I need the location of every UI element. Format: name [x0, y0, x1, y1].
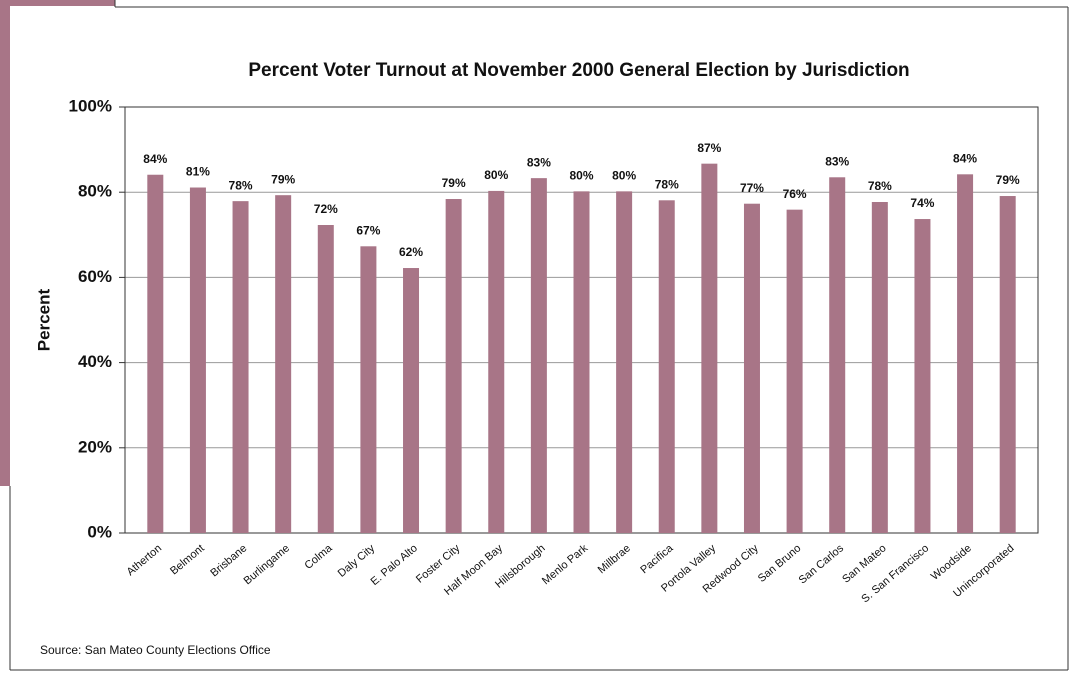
value-label: 87%: [697, 141, 721, 155]
x-tick-label: Colma: [303, 542, 336, 572]
bar: [488, 190, 505, 533]
side-band: [0, 0, 10, 486]
bar: [275, 195, 292, 533]
x-tick-label: Menlo Park: [540, 542, 591, 587]
value-label: 78%: [868, 179, 892, 193]
bar: [317, 225, 334, 533]
bar: [786, 209, 803, 533]
value-label: 83%: [527, 155, 551, 169]
value-label: 62%: [399, 245, 423, 259]
y-tick-label: 60%: [78, 267, 112, 286]
value-label: 79%: [996, 173, 1020, 187]
value-label: 78%: [655, 177, 679, 191]
y-tick-label: 0%: [87, 522, 112, 541]
chart-title: Percent Voter Turnout at November 2000 G…: [248, 60, 909, 81]
value-label: 79%: [442, 176, 466, 190]
y-tick-label: 20%: [78, 437, 112, 456]
x-tick-label: E. Palo Alto: [369, 542, 420, 588]
x-tick-label: San Carlos: [797, 542, 847, 586]
bar: [403, 268, 420, 533]
y-tick-label: 40%: [78, 352, 112, 371]
x-tick-label: Brisbane: [208, 542, 249, 579]
value-label: 83%: [825, 154, 849, 168]
value-label: 80%: [612, 169, 636, 183]
x-tick-label: Millbrae: [596, 542, 633, 576]
x-tick-label: Belmont: [168, 542, 207, 577]
source-note: Source: San Mateo County Elections Offic…: [40, 643, 271, 657]
value-label: 80%: [569, 169, 593, 183]
corner-band: [0, 0, 115, 6]
value-label: 80%: [484, 168, 508, 182]
bar: [743, 203, 760, 533]
value-label: 84%: [143, 152, 167, 166]
bar: [658, 200, 675, 533]
x-tick-label: Atherton: [125, 542, 165, 578]
bar: [957, 174, 974, 534]
value-label: 76%: [783, 187, 807, 201]
y-axis-title: Percent: [34, 288, 53, 351]
value-label: 81%: [186, 165, 210, 179]
bar: [829, 177, 846, 534]
x-tick-label: San Bruno: [756, 542, 804, 585]
bar: [999, 196, 1016, 533]
bar: [147, 174, 164, 533]
bar: [232, 201, 249, 533]
y-tick-label: 80%: [78, 182, 112, 201]
bar: [616, 191, 633, 533]
value-label: 67%: [356, 223, 380, 237]
bar: [573, 191, 590, 533]
y-tick-label: 100%: [69, 96, 112, 115]
value-label: 74%: [910, 196, 934, 210]
x-tick-label: Burlingame: [242, 542, 292, 587]
bar: [871, 201, 888, 534]
value-label: 79%: [271, 172, 295, 186]
value-label: 84%: [953, 151, 977, 165]
bar: [701, 163, 718, 533]
value-label: 77%: [740, 181, 764, 195]
value-label: 72%: [314, 202, 338, 216]
bar: [914, 219, 931, 533]
value-label: 78%: [229, 178, 253, 192]
bar: [360, 246, 377, 533]
bar: [189, 187, 206, 533]
x-tick-label: Daly City: [336, 542, 378, 580]
bar: [445, 199, 462, 534]
x-tick-label: Pacifica: [638, 542, 676, 577]
bar: [530, 178, 547, 533]
